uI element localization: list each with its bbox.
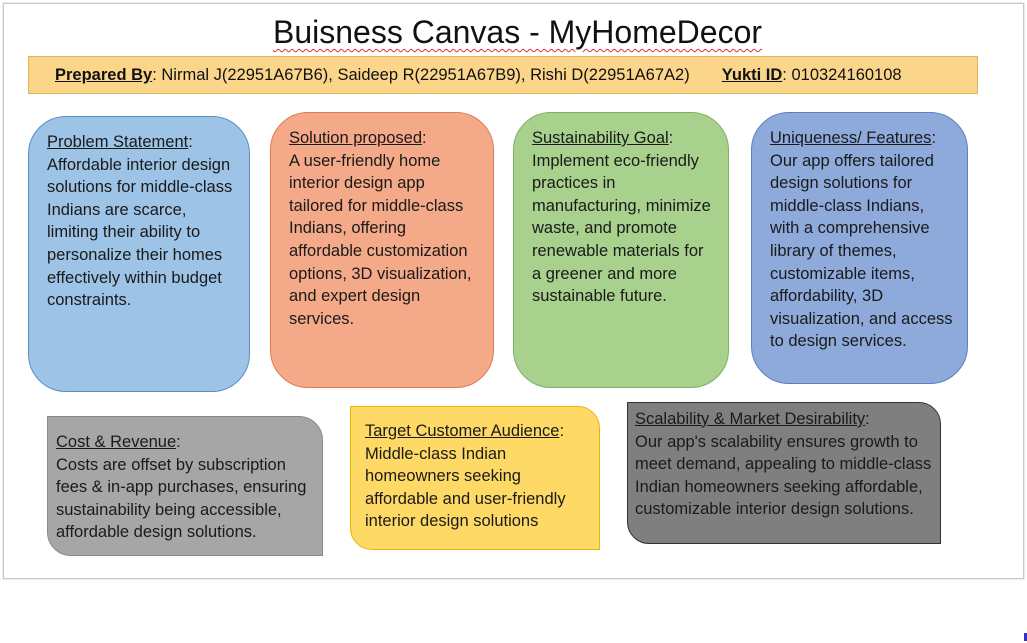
- prepared-by-label: Prepared By: [55, 66, 153, 84]
- sustainability-goal-box: Sustainability Goal: Implement eco-frien…: [513, 112, 729, 388]
- problem-statement-box: Problem Statement: Affordable interior d…: [28, 116, 250, 392]
- page-title: Buisness Canvas - MyHomeDecor: [4, 14, 1027, 51]
- solution-proposed-heading: Solution proposed: [289, 129, 423, 147]
- prepared-by-bar: Prepared By: Nirmal J(22951A67B6), Saide…: [28, 56, 978, 94]
- target-audience-body: Middle-class Indian homeowners seeking a…: [365, 444, 566, 531]
- solution-proposed-body: A user-friendly home interior design app…: [289, 151, 472, 328]
- page-title-text: Buisness Canvas - MyHomeDecor: [272, 14, 763, 50]
- scalability-box: Scalability & Market Desirability: Our a…: [627, 402, 941, 544]
- canvas-slide: Buisness Canvas - MyHomeDecor Prepared B…: [3, 3, 1024, 579]
- scroll-marker: [1024, 633, 1027, 641]
- yukti-id-value: : 010324160108: [782, 66, 902, 84]
- scalability-body: Our app's scalability ensures growth to …: [635, 432, 932, 519]
- solution-proposed-box: Solution proposed: A user-friendly home …: [270, 112, 494, 388]
- uniqueness-features-body: Our app offers tailored design solutions…: [770, 151, 953, 351]
- target-audience-box: Target Customer Audience: Middle-class I…: [350, 406, 600, 550]
- target-audience-heading: Target Customer Audience: [365, 422, 560, 440]
- yukti-id-label: Yukti ID: [721, 66, 783, 84]
- cost-revenue-heading: Cost & Revenue: [56, 433, 177, 451]
- prepared-by-names: : Nirmal J(22951A67B6), Saideep R(22951A…: [152, 66, 690, 84]
- problem-statement-heading: Problem Statement: [47, 133, 189, 151]
- sustainability-goal-heading: Sustainability Goal: [532, 129, 669, 147]
- cost-revenue-body: Costs are offset by subscription fees & …: [56, 455, 307, 542]
- problem-statement-body: Affordable interior design solutions for…: [47, 155, 233, 310]
- cost-revenue-box: Cost & Revenue: Costs are offset by subs…: [47, 416, 323, 556]
- uniqueness-features-heading: Uniqueness/ Features: [770, 129, 932, 147]
- scalability-heading: Scalability & Market Desirability: [635, 410, 866, 428]
- uniqueness-features-box: Uniqueness/ Features: Our app offers tai…: [751, 112, 968, 384]
- sustainability-goal-body: Implement eco-friendly practices in manu…: [532, 151, 711, 306]
